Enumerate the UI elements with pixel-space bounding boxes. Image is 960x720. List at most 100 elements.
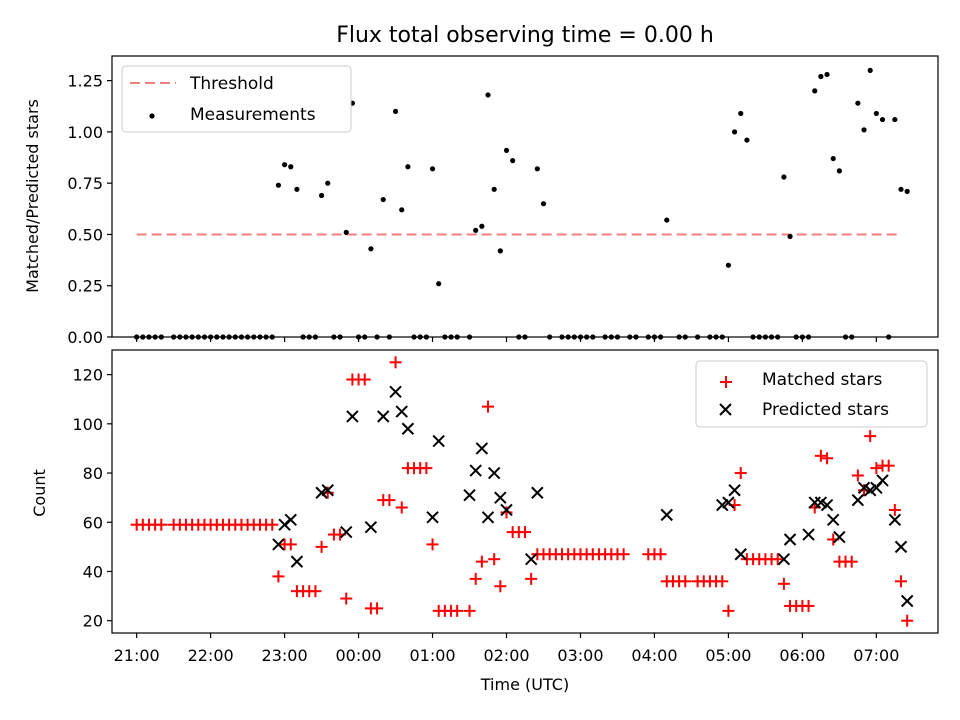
predicted-star-point — [272, 538, 285, 551]
measurement-point — [830, 155, 836, 162]
count-y-tick-label: 100 — [72, 415, 103, 434]
x-tick-label: 04:00 — [631, 646, 677, 665]
count-y-tick-label: 120 — [72, 366, 103, 385]
x-tick-label: 22:00 — [188, 646, 234, 665]
predicted-star-point — [340, 525, 353, 539]
measurement-point — [744, 137, 750, 143]
measurement-point — [343, 229, 349, 235]
count-legend: Matched stars Predicted stars — [695, 360, 928, 428]
legend-predicted-label: Predicted stars — [762, 400, 889, 420]
measurement-point — [725, 262, 732, 268]
predicted-star-point — [827, 513, 840, 527]
ratio-y-axis-label: Matched/Predicted stars — [23, 99, 42, 293]
predicted-star-point — [777, 552, 791, 566]
measurement-point — [405, 164, 411, 170]
matched-star-point — [845, 555, 858, 568]
measurement-point — [898, 186, 904, 192]
matched-star-point — [814, 449, 827, 462]
matched-star-point — [469, 572, 482, 585]
x-tick-label: 05:00 — [705, 646, 751, 665]
ratio-y-tick-label: 1.25 — [67, 72, 103, 91]
measurement-point — [503, 147, 510, 153]
measurement-point — [392, 108, 399, 114]
matched-star-point — [420, 462, 433, 475]
matched-star-point — [488, 553, 501, 566]
x-tick-label: 21:00 — [114, 646, 160, 665]
matched-star-point — [870, 462, 883, 475]
predicted-star-point — [469, 464, 482, 477]
predicted-star-point — [426, 511, 439, 524]
x-tick-label: 07:00 — [853, 646, 899, 665]
matched-star-point — [888, 503, 901, 516]
measurement-point — [818, 73, 824, 80]
x-tick-label: 06:00 — [779, 646, 825, 665]
predicted-star-point — [500, 503, 513, 517]
matched-star-point — [266, 518, 279, 531]
measurement-point — [873, 110, 879, 117]
ratio-y-tick-label: 0.00 — [67, 328, 103, 347]
matched-star-point — [895, 575, 908, 588]
predicted-star-point — [290, 555, 304, 568]
predicted-star-point — [888, 513, 902, 527]
matched-star-point — [771, 553, 784, 566]
measurement-point — [892, 116, 898, 123]
matched-star-point — [383, 494, 396, 507]
measurement-point — [399, 207, 405, 213]
matched-star-point — [802, 599, 815, 612]
measurement-point — [288, 164, 294, 170]
predicted-star-point — [481, 511, 495, 524]
matched-star-point — [851, 469, 864, 482]
figure-title: Flux total observing time = 0.00 h — [336, 23, 714, 48]
count-y-tick-label: 40 — [83, 562, 103, 581]
matched-star-point — [654, 548, 667, 561]
matched-star-point — [500, 506, 513, 519]
measurement-point — [325, 180, 331, 186]
measurement-point — [368, 246, 374, 252]
predicted-star-point — [728, 484, 741, 497]
predicted-star-point — [802, 528, 815, 541]
measurement-point — [436, 281, 442, 287]
matched-star-point — [882, 459, 895, 472]
predicted-star-point — [346, 410, 359, 423]
predicted-star-point — [734, 548, 747, 561]
predicted-star-point — [524, 552, 538, 566]
matched-star-point — [358, 373, 371, 386]
predicted-star-point — [377, 410, 390, 423]
measurement-point — [731, 129, 738, 135]
legend-measurements-swatch — [149, 113, 155, 119]
measurement-point — [824, 71, 830, 78]
ratio-y-tick-label: 0.25 — [67, 277, 103, 296]
x-tick-label: 03:00 — [557, 646, 603, 665]
predicted-star-point — [783, 533, 797, 546]
legend-matched-label: Matched stars — [762, 370, 882, 390]
matched-star-point — [371, 602, 384, 615]
count-plot-frame — [111, 349, 939, 634]
measurement-point — [855, 100, 861, 106]
matched-star-point — [519, 526, 531, 539]
ratio-y-tick-label: 1.00 — [67, 123, 103, 142]
predicted-star-point — [364, 520, 378, 534]
matched-star-point — [451, 604, 464, 617]
measurement-point — [664, 217, 670, 223]
matched-star-point — [463, 604, 476, 617]
matched-star-point — [716, 575, 729, 588]
legend-predicted-swatch — [719, 403, 732, 416]
matched-star-point — [315, 540, 328, 553]
predicted-star-point — [395, 405, 408, 418]
count-y-tick-label: 20 — [83, 612, 103, 631]
measurement-point — [787, 233, 793, 240]
matched-star-point — [321, 486, 334, 499]
measurement-point — [540, 201, 547, 207]
matched-star-point — [426, 538, 439, 551]
predicted-star-point — [900, 594, 914, 608]
predicted-star-point — [894, 540, 908, 554]
measurement-point — [497, 248, 503, 254]
measurement-point — [904, 188, 910, 194]
predicted-star-point — [851, 493, 865, 507]
measurement-point — [318, 192, 325, 199]
matched-star-point — [821, 452, 834, 465]
predicted-star-point — [494, 491, 507, 504]
measurement-point — [781, 174, 787, 180]
count-y-tick-label: 60 — [83, 513, 103, 532]
predicted-star-point — [487, 466, 501, 480]
